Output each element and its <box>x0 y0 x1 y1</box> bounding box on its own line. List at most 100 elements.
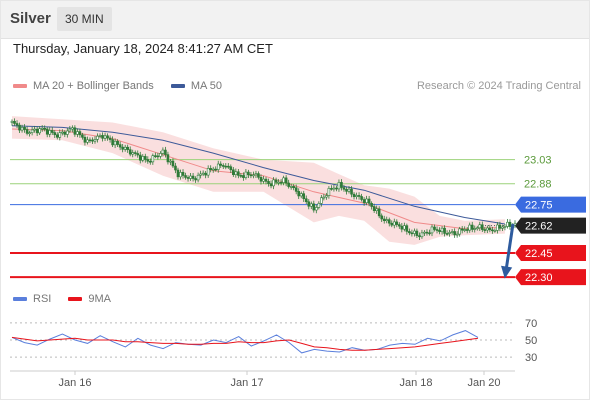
candle-body <box>335 187 338 190</box>
candle-body <box>149 160 152 163</box>
candle-body <box>259 177 263 182</box>
candle-body <box>302 193 306 200</box>
candle-body <box>106 135 109 139</box>
candle-body <box>201 172 205 175</box>
candle-body <box>76 131 79 135</box>
candle-body <box>418 235 421 238</box>
candle-body <box>219 163 223 166</box>
candle-body <box>503 226 507 228</box>
candle-body <box>53 132 57 136</box>
candle-body <box>189 175 192 179</box>
candle-body <box>367 198 371 204</box>
candle-body <box>50 130 54 133</box>
candle-body <box>365 198 368 203</box>
candle-body <box>234 171 238 175</box>
candle-body <box>136 153 140 156</box>
candle-body <box>413 230 416 234</box>
candle-body <box>342 187 346 190</box>
candle-body <box>390 222 394 226</box>
candle-body <box>194 178 197 181</box>
chart-header: Silver 30 MIN <box>0 0 590 39</box>
candle-body <box>428 232 431 235</box>
candle-body <box>320 197 323 204</box>
ma20-line <box>11 128 505 230</box>
candle-body <box>101 135 104 139</box>
candle-body <box>380 215 384 220</box>
candle-body <box>340 182 343 188</box>
candle-body <box>143 156 147 160</box>
candle-body <box>186 177 190 179</box>
candle-body <box>118 144 122 148</box>
symbol-title: Silver <box>10 10 51 27</box>
interval-badge[interactable]: 30 MIN <box>57 7 112 31</box>
rsi-swatch <box>13 297 27 302</box>
candle-body <box>55 134 59 138</box>
candle-body <box>493 230 497 232</box>
candle-body <box>450 231 454 233</box>
candle-body <box>284 177 288 184</box>
candle-body <box>438 229 441 233</box>
candle-body <box>244 171 248 178</box>
rsi-ma-swatch <box>68 297 83 302</box>
candle-body <box>465 229 469 231</box>
candle-body <box>151 155 155 163</box>
candle-body <box>111 139 114 146</box>
candle-body <box>470 224 474 230</box>
candle-body <box>40 128 44 130</box>
candle-body <box>141 156 145 161</box>
candle-body <box>30 129 34 134</box>
candle-body <box>209 168 212 170</box>
level-22-30-tag <box>515 269 586 286</box>
ma20-swatch <box>13 84 27 89</box>
candle-body <box>392 221 396 226</box>
candle-body <box>214 168 218 171</box>
candle-body <box>483 229 487 231</box>
candle-body <box>352 193 356 197</box>
rsi-tick-50: 50 <box>525 335 537 347</box>
candle-body <box>196 174 200 181</box>
candle-body <box>73 127 77 135</box>
candle-body <box>415 230 419 236</box>
level-22-45-label: 22.45 <box>525 248 553 260</box>
candle-body <box>292 186 295 189</box>
candle-body <box>327 188 331 196</box>
rsi-tick-70: 70 <box>525 318 537 330</box>
candle-body <box>38 128 41 134</box>
projection-arrow-line <box>504 223 515 271</box>
candle-body <box>289 186 293 188</box>
candle-body <box>453 231 456 236</box>
candle-body <box>420 232 424 238</box>
level-22-45-tag <box>515 244 586 261</box>
candle-body <box>506 221 509 227</box>
candle-body <box>400 225 404 230</box>
x-tick-label: Jan 16 <box>58 377 91 389</box>
projection-arrow-head <box>501 265 513 279</box>
level-22-88-label: 22.88 <box>524 179 552 191</box>
candle-body <box>377 208 381 217</box>
candle-body <box>307 201 311 207</box>
candle-body <box>18 124 21 131</box>
candle-body <box>239 175 243 177</box>
candle-body <box>13 120 16 124</box>
candle-body <box>460 228 464 231</box>
candle-body <box>433 226 436 230</box>
candle-body <box>430 226 434 234</box>
candle-body <box>362 199 366 203</box>
candle-body <box>486 227 489 231</box>
candle-body <box>501 226 504 229</box>
candle-body <box>337 182 341 190</box>
candle-body <box>385 219 389 222</box>
candle-body <box>83 137 87 143</box>
candle-body <box>294 187 298 192</box>
candle-body <box>405 225 409 232</box>
candle-body <box>312 203 316 211</box>
candle-body <box>347 188 351 192</box>
candle-body <box>169 160 172 163</box>
level-22-62-tag <box>515 217 586 234</box>
candle-body <box>166 154 170 163</box>
level-23-03-label: 23.03 <box>524 155 552 167</box>
candle-body <box>226 165 230 168</box>
candle-body <box>206 168 210 176</box>
